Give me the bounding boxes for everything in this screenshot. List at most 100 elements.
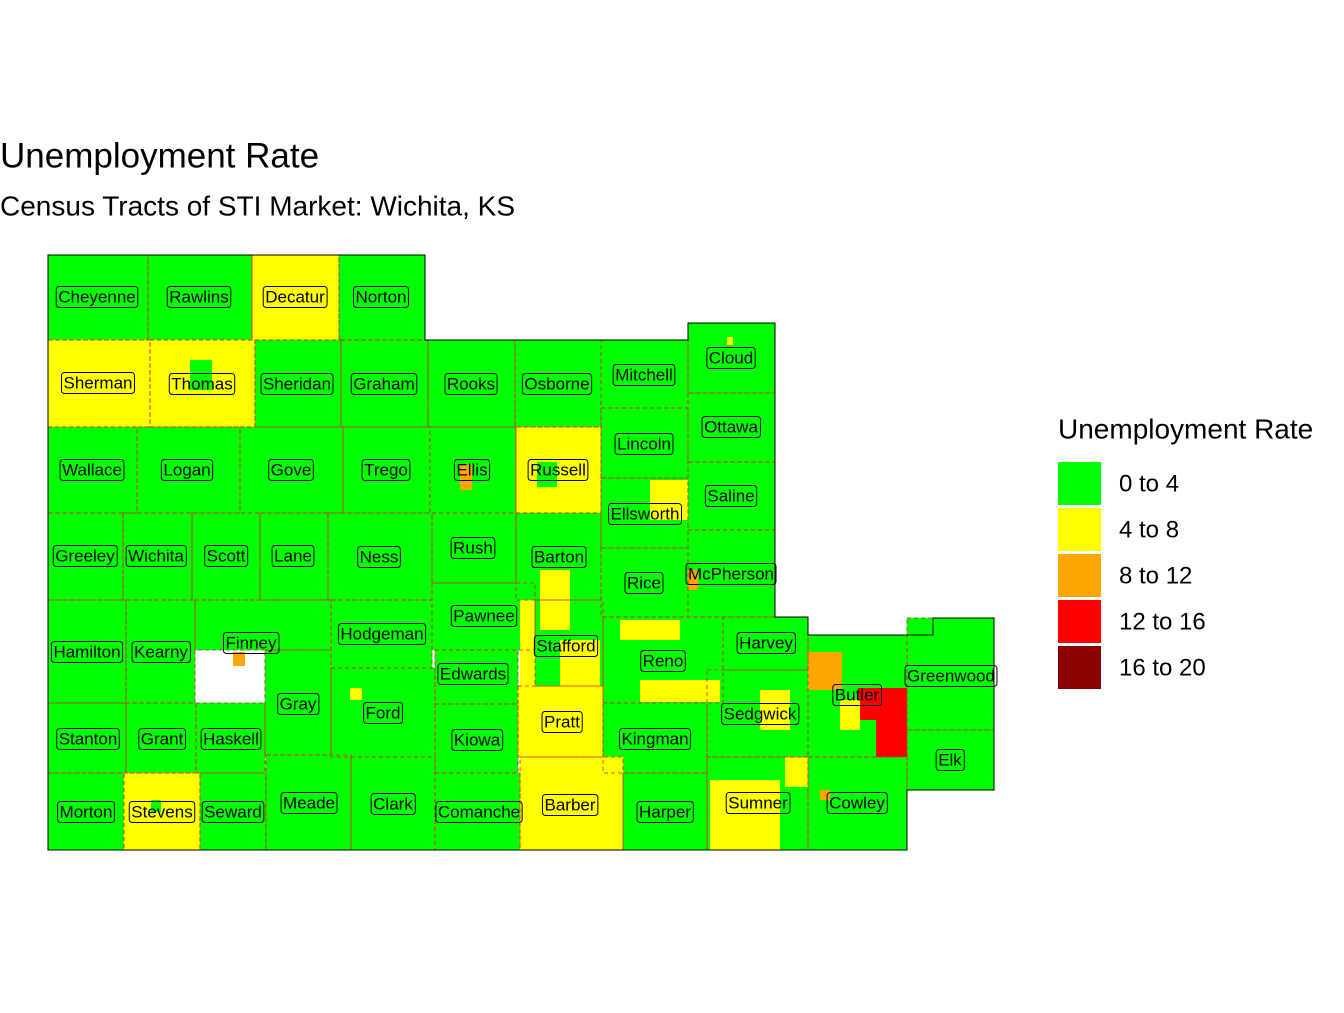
county-label: Kearny bbox=[134, 642, 188, 661]
county-label: Rice bbox=[627, 573, 661, 592]
county-label: Butler bbox=[835, 685, 880, 704]
label-box bbox=[200, 727, 262, 750]
label-box bbox=[701, 415, 761, 438]
tract-patch bbox=[760, 690, 790, 730]
county-fill bbox=[514, 339, 602, 428]
county-label: Logan bbox=[163, 460, 210, 479]
county-label: Sedgwick bbox=[724, 704, 797, 723]
label-box bbox=[437, 662, 509, 685]
label-box bbox=[618, 727, 692, 750]
label-box bbox=[636, 800, 694, 823]
county-label: Harper bbox=[639, 802, 691, 821]
label-box bbox=[50, 640, 124, 663]
county-label: Decatur bbox=[265, 287, 325, 306]
county-fill bbox=[431, 512, 517, 584]
county-fill bbox=[515, 426, 602, 514]
county-label: Norton bbox=[355, 287, 406, 306]
county-fill bbox=[706, 669, 809, 758]
legend-label: 4 to 8 bbox=[1119, 516, 1179, 543]
label-box bbox=[736, 631, 796, 654]
county-label: Grant bbox=[141, 729, 184, 748]
label-box bbox=[125, 544, 187, 567]
label-box bbox=[935, 748, 965, 771]
label-box bbox=[56, 727, 120, 750]
county-label: Mitchell bbox=[615, 365, 673, 384]
county-label: Graham bbox=[353, 374, 414, 393]
tract-patch bbox=[190, 360, 212, 390]
county-label: Sherman bbox=[64, 373, 133, 392]
label-box bbox=[268, 458, 314, 481]
label-box bbox=[640, 649, 686, 672]
county-border bbox=[340, 339, 429, 428]
county-label: Rawlins bbox=[169, 287, 229, 306]
label-box bbox=[832, 683, 883, 706]
county-layer bbox=[47, 254, 995, 851]
county-fill bbox=[519, 756, 624, 851]
county-label: Clark bbox=[373, 794, 413, 813]
tract-patch bbox=[876, 720, 907, 757]
label-box bbox=[55, 285, 139, 308]
county-label: Barton bbox=[534, 547, 584, 566]
county-border bbox=[429, 426, 517, 514]
county-label: Elk bbox=[938, 750, 962, 769]
county-fill bbox=[687, 322, 776, 394]
legend-label: 8 to 12 bbox=[1119, 562, 1192, 589]
county-label: Edwards bbox=[440, 664, 506, 683]
county-fill bbox=[195, 702, 266, 774]
label-layer: Cheyenne Rawlins Decatur Norton Sherman Thoma… bbox=[50, 285, 998, 823]
label-box bbox=[277, 692, 320, 715]
label-box bbox=[204, 544, 249, 567]
label-box bbox=[721, 702, 800, 725]
label-box bbox=[160, 458, 214, 481]
county-fill bbox=[191, 512, 261, 601]
county-label: Rooks bbox=[447, 374, 495, 393]
label-box bbox=[685, 562, 777, 585]
legend-swatch bbox=[1058, 554, 1101, 597]
label-box bbox=[614, 432, 674, 455]
tract-patch bbox=[151, 800, 161, 812]
label-box bbox=[262, 285, 328, 308]
legend-label: 0 to 4 bbox=[1119, 470, 1179, 497]
label-box bbox=[904, 664, 998, 687]
label-box bbox=[453, 458, 491, 481]
county-label: Ellis bbox=[456, 460, 487, 479]
border-layer bbox=[47, 254, 995, 851]
county-label: Lane bbox=[274, 546, 312, 565]
tract-layer bbox=[151, 337, 907, 850]
county-label: Saline bbox=[707, 486, 754, 505]
label-box bbox=[451, 728, 504, 751]
county-border bbox=[722, 616, 809, 671]
label-box bbox=[450, 536, 496, 559]
county-label: Sheridan bbox=[263, 374, 331, 393]
county-label: Harvey bbox=[739, 633, 793, 652]
tract-patch bbox=[710, 780, 780, 850]
tract-patch bbox=[727, 337, 733, 345]
county-fill bbox=[47, 772, 125, 851]
county-border bbox=[434, 649, 519, 705]
label-box bbox=[725, 791, 791, 814]
label-box bbox=[612, 363, 676, 386]
county-fill bbox=[47, 339, 151, 428]
label-box bbox=[352, 285, 410, 308]
county-label: Kingman bbox=[621, 729, 688, 748]
county-label: Comanche bbox=[438, 802, 520, 821]
county-border bbox=[431, 582, 536, 651]
label-box bbox=[521, 372, 593, 395]
county-label: Cowley bbox=[829, 793, 885, 812]
tract-patch bbox=[858, 688, 907, 720]
county-label: Pawnee bbox=[453, 606, 514, 625]
county-label: Cheyenne bbox=[58, 287, 136, 306]
legend-title: Unemployment Rate bbox=[1058, 413, 1313, 444]
label-box bbox=[450, 604, 518, 627]
label-box bbox=[59, 458, 125, 481]
county-label: Hodgeman bbox=[340, 624, 423, 643]
county-label: Haskell bbox=[203, 729, 259, 748]
county-fill bbox=[47, 254, 149, 341]
label-box bbox=[527, 458, 589, 481]
county-fill bbox=[123, 772, 201, 851]
county-fill bbox=[434, 649, 519, 705]
label-box bbox=[361, 458, 411, 481]
county-label: Wallace bbox=[62, 460, 122, 479]
